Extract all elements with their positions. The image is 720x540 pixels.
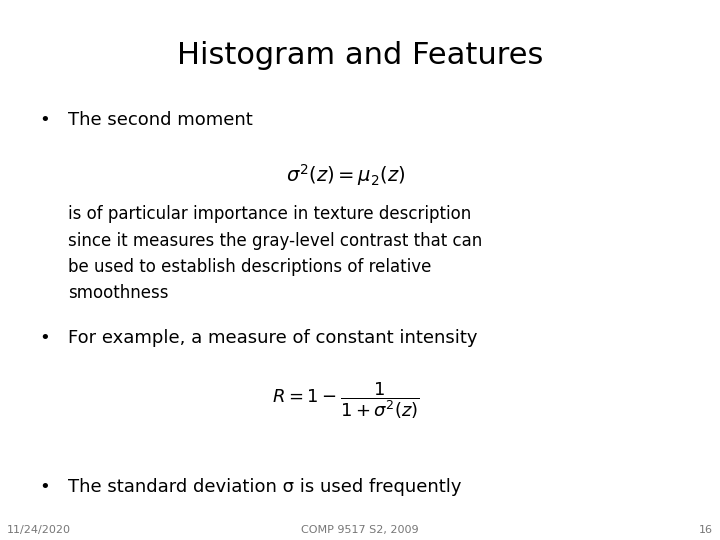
Text: For example, a measure of constant intensity: For example, a measure of constant inten… <box>68 329 478 347</box>
Text: The standard deviation σ is used frequently: The standard deviation σ is used frequen… <box>68 478 462 496</box>
Text: 11/24/2020: 11/24/2020 <box>7 524 71 535</box>
Text: 16: 16 <box>699 524 713 535</box>
Text: •: • <box>40 478 50 496</box>
Text: COMP 9517 S2, 2009: COMP 9517 S2, 2009 <box>301 524 419 535</box>
Text: •: • <box>40 111 50 129</box>
Text: •: • <box>40 329 50 347</box>
Text: The second moment: The second moment <box>68 111 253 129</box>
Text: Histogram and Features: Histogram and Features <box>177 40 543 70</box>
Text: $\sigma^2(z)= \mu_2(z)$: $\sigma^2(z)= \mu_2(z)$ <box>286 162 405 188</box>
Text: is of particular importance in texture description
since it measures the gray-le: is of particular importance in texture d… <box>68 205 482 302</box>
Text: $R=1-\dfrac{1}{1+\sigma^2(z)}$: $R=1-\dfrac{1}{1+\sigma^2(z)}$ <box>271 381 420 421</box>
